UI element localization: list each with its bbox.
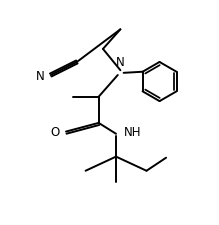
Text: N: N [116, 56, 125, 69]
Text: O: O [50, 126, 59, 138]
Text: NH: NH [124, 126, 141, 138]
Text: N: N [36, 69, 45, 82]
